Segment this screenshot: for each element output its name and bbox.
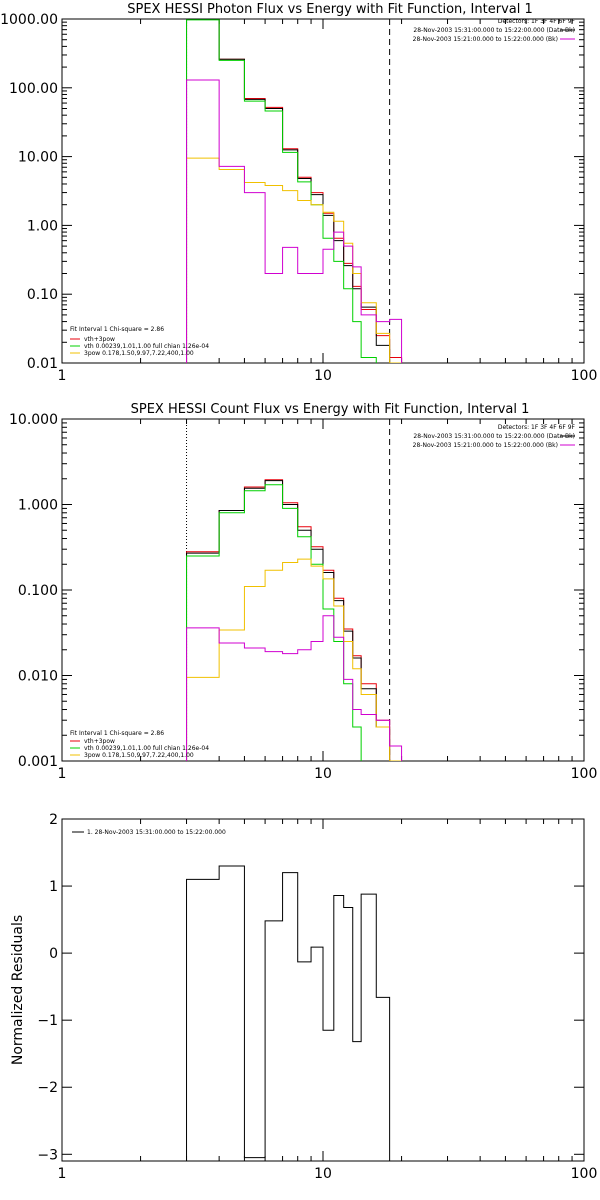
plot-area: 1 10 100 0.001 0.010 0.100 1.000 10.000: [9, 412, 598, 782]
plot-series: [186, 419, 403, 761]
residual-legend-entry: 1. 28-Nov-2003 15:31:00.000 to 15:22:00.…: [87, 829, 226, 836]
photon-flux-panel: SPEX HESSI Photon Flux vs Energy with Fi…: [0, 2, 598, 384]
x-tick-label: 10: [314, 368, 332, 384]
series-3pow: [186, 558, 403, 761]
series-bk: [186, 615, 403, 761]
y-tick-label: 2: [49, 812, 58, 828]
x-tick-label: 100: [571, 766, 598, 782]
y-tick-label: 0.10: [27, 287, 58, 303]
y-tick-label: 0: [49, 946, 58, 962]
y-tick-label: 1.00: [27, 218, 58, 234]
count-flux-panel: SPEX HESSI Count Flux vs Energy with Fit…: [9, 402, 598, 782]
chart-title: SPEX HESSI Photon Flux vs Energy with Fi…: [127, 2, 533, 17]
series-vth: [186, 484, 362, 761]
residuals-panel: 1 10 100 −3 −2 −1 0 1 2 1. 28-Nov-2003 15:31:00.…: [10, 812, 597, 1182]
3pow-legend-entry: 3pow 0.178,1.50,9.97,7.22,400,1.00: [84, 752, 194, 759]
y-tick-label: 1: [49, 879, 58, 895]
plot-area: 1 10 100 −3 −2 −1 0 1 2: [37, 812, 597, 1182]
series-vth: [186, 19, 377, 363]
fit-legend-entry: vth+3pow: [84, 336, 115, 343]
x-tick-label: 100: [571, 1166, 598, 1182]
detectors-label: Detectors: 1F 3F 4F 6F 9F: [498, 424, 576, 431]
y-tick-label: 0.001: [18, 754, 58, 770]
3pow-legend-entry: 3pow 0.178,1.50,9.97,7.22,400,1.00: [84, 350, 194, 357]
data-interval-label: 28-Nov-2003 15:31:00.000 to 15:22:00.000…: [413, 27, 575, 34]
vth-legend-entry: vth 0.00239,1.01,1.00 full chian 1.26e-0…: [84, 745, 209, 752]
vth-legend-entry: vth 0.00239,1.01,1.00 full chian 1.26e-0…: [84, 343, 209, 350]
y-axis-label: Normalized Residuals: [10, 915, 26, 1065]
bk-interval-label: 28-Nov-2003 15:21:00.000 to 15:22:00.000…: [413, 36, 558, 43]
x-tick-label: 100: [571, 368, 598, 384]
y-tick-label: 10.00: [18, 150, 58, 166]
fit-legend-title: Fit Interval 1 Chi-square = 2.86: [70, 326, 164, 333]
bk-interval-label: 28-Nov-2003 15:21:00.000 to 15:22:00.000…: [413, 442, 558, 449]
detectors-label: Detectors: 1F 3F 4F 6F 9F: [498, 18, 576, 25]
y-tick-label: −2: [37, 1080, 58, 1096]
x-tick-label: 10: [314, 766, 332, 782]
y-tick-label: 1000.00: [0, 12, 58, 28]
x-tick-label: 1: [58, 766, 67, 782]
x-tick-label: 10: [314, 1166, 332, 1182]
series-bk: [186, 79, 403, 363]
series-data: [186, 865, 391, 1161]
y-tick-label: 0.010: [18, 669, 58, 685]
plot-area: 1 10 100 0.01 0.10 1.00 10.00 100.00 1000.00: [0, 12, 598, 384]
y-tick-label: 1.000: [18, 498, 58, 514]
y-tick-label: 0.01: [27, 356, 58, 372]
fit-legend-entry: vth+3pow: [84, 738, 115, 745]
plot-series: [186, 865, 391, 1161]
y-tick-label: 10.000: [9, 412, 58, 428]
y-tick-label: −1: [37, 1013, 58, 1029]
x-tick-label: 1: [58, 368, 67, 384]
data-interval-label: 28-Nov-2003 15:31:00.000 to 15:22:00.000…: [413, 433, 575, 440]
plot-series: [186, 19, 403, 363]
x-tick-label: 1: [58, 1166, 67, 1182]
y-tick-label: −3: [37, 1147, 58, 1163]
y-tick-label: 100.00: [9, 81, 58, 97]
y-tick-label: 0.100: [18, 583, 58, 599]
chart-title: SPEX HESSI Count Flux vs Energy with Fit…: [131, 402, 530, 417]
fit-legend-title: Fit Interval 1 Chi-square = 2.86: [70, 730, 164, 737]
